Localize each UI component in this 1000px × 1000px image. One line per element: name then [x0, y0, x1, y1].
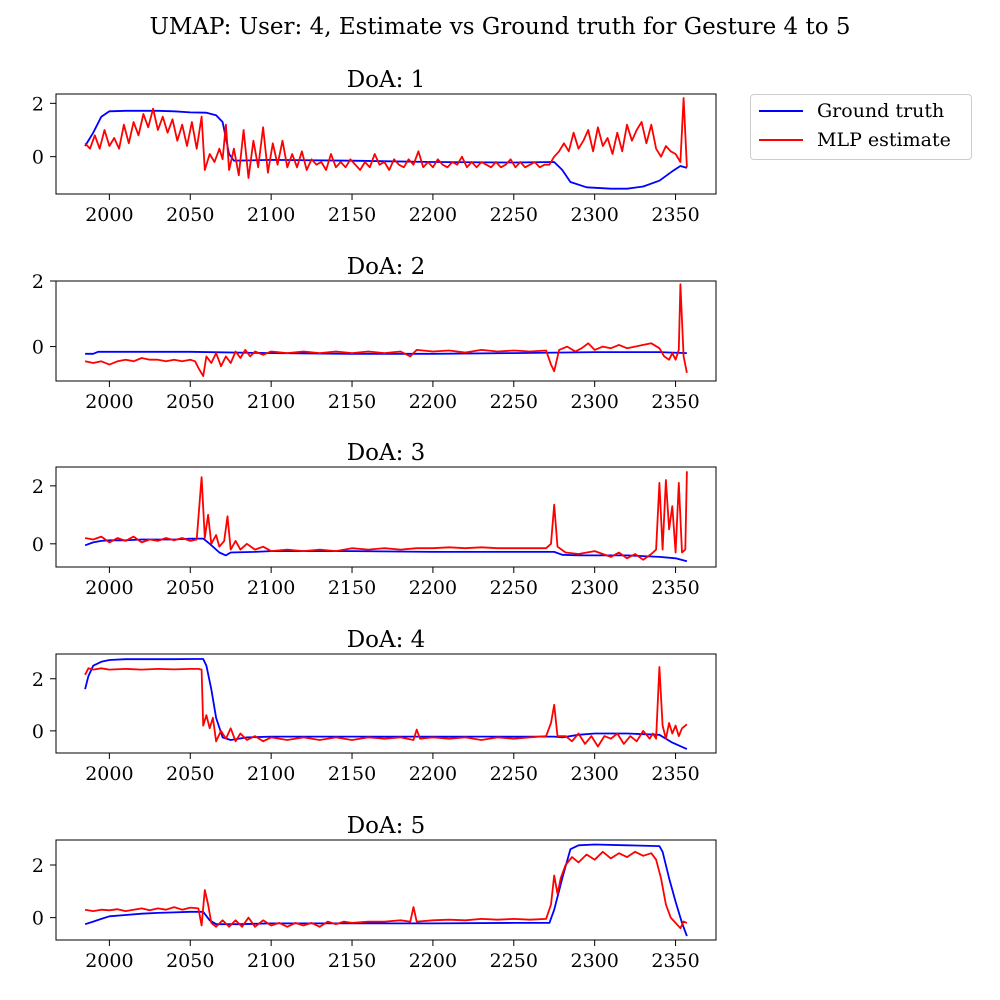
legend-swatch-ground-truth: [759, 110, 803, 112]
x-tick-label: 2300: [570, 763, 618, 785]
x-tick-label: 2150: [328, 391, 376, 413]
y-tick-label: 0: [32, 147, 44, 169]
x-tick-label: 2250: [490, 763, 538, 785]
figure-title: UMAP: User: 4, Estimate vs Ground truth …: [149, 14, 851, 40]
x-tick-label: 2250: [490, 950, 538, 972]
x-tick-label: 2050: [166, 763, 214, 785]
x-tick-label: 2350: [651, 763, 699, 785]
x-tick-label: 2150: [328, 204, 376, 226]
x-tick-label: 2200: [409, 763, 457, 785]
chart-title: DoA: 2: [347, 254, 426, 280]
x-tick-label: 2300: [570, 391, 618, 413]
y-tick-label: 2: [32, 271, 44, 293]
x-tick-label: 2350: [651, 950, 699, 972]
series-line-mlp-estimate: [84, 471, 688, 561]
x-tick-label: 2100: [247, 763, 295, 785]
series-line-mlp-estimate: [84, 97, 688, 179]
x-tick-label: 2100: [247, 950, 295, 972]
x-tick-label: 2100: [247, 391, 295, 413]
x-tick-label: 2050: [166, 204, 214, 226]
series-line-ground-truth: [84, 537, 688, 563]
x-tick-label: 2050: [166, 950, 214, 972]
x-tick-label: 2350: [651, 577, 699, 599]
x-tick-label: 2200: [409, 950, 457, 972]
x-tick-label: 2300: [570, 577, 618, 599]
x-tick-label: 2350: [651, 204, 699, 226]
x-tick-label: 2200: [409, 204, 457, 226]
x-tick-label: 2200: [409, 577, 457, 599]
x-tick-label: 2100: [247, 204, 295, 226]
x-tick-label: 2150: [328, 763, 376, 785]
chart-title: DoA: 1: [347, 67, 426, 93]
x-tick-label: 2000: [85, 204, 133, 226]
y-tick-label: 2: [32, 855, 44, 877]
x-tick-label: 2300: [570, 204, 618, 226]
series-line-ground-truth: [84, 658, 688, 750]
y-tick-label: 0: [32, 534, 44, 556]
chart-title: DoA: 3: [347, 440, 426, 466]
x-tick-label: 2000: [85, 763, 133, 785]
y-tick-label: 0: [32, 721, 44, 743]
x-tick-label: 2000: [85, 391, 133, 413]
chart-panel-3: DoA: 3 2000 2050 2100 2150 2200 2250 2300 2350 0 2: [32, 440, 717, 599]
plot-frame: [55, 839, 717, 941]
x-tick-label: 2250: [490, 204, 538, 226]
x-tick-label: 2150: [328, 577, 376, 599]
chart-panel-2: DoA: 2 2000 2050 2100 2150 2200 2250 2300 2350 0 2: [32, 254, 717, 413]
series-line-mlp-estimate: [84, 850, 688, 930]
series-line-ground-truth: [84, 843, 688, 937]
chart-title: DoA: 5: [347, 813, 426, 839]
chart-panel-4: DoA: 4 2000 2050 2100 2150 2200 2250 2300 2350 0 2: [32, 627, 717, 785]
y-tick-label: 0: [32, 337, 44, 359]
series-line-ground-truth: [84, 109, 688, 190]
y-tick-label: 2: [32, 669, 44, 691]
legend: Ground truth MLP estimate: [750, 94, 972, 160]
legend-label-mlp-estimate: MLP estimate: [817, 129, 951, 151]
plot-frame: [55, 653, 717, 754]
plot-frame: [55, 280, 717, 382]
series-line-mlp-estimate: [84, 666, 688, 748]
legend-label-ground-truth: Ground truth: [817, 100, 945, 122]
x-tick-label: 2150: [328, 950, 376, 972]
chart-panel-1: DoA: 1 2000 2050 2100 2150 2200 2250 2300 2350 0 2: [32, 67, 717, 226]
x-tick-label: 2100: [247, 577, 295, 599]
x-tick-label: 2050: [166, 577, 214, 599]
x-tick-label: 2300: [570, 950, 618, 972]
y-tick-label: 0: [32, 908, 44, 930]
x-tick-label: 2250: [490, 577, 538, 599]
legend-swatch-mlp-estimate: [759, 139, 803, 141]
y-tick-label: 2: [32, 93, 44, 115]
y-tick-label: 2: [32, 476, 44, 498]
legend-item-ground-truth: Ground truth: [759, 99, 944, 123]
x-tick-label: 2250: [490, 391, 538, 413]
x-tick-label: 2200: [409, 391, 457, 413]
plot-frame: [55, 93, 717, 195]
series-line-mlp-estimate: [84, 283, 688, 378]
chart-panel-5: DoA: 5 2000 2050 2100 2150 2200 2250 2300 2350 0 2: [32, 813, 717, 972]
x-tick-label: 2000: [85, 950, 133, 972]
x-tick-label: 2000: [85, 577, 133, 599]
chart-title: DoA: 4: [347, 627, 426, 653]
x-tick-label: 2050: [166, 391, 214, 413]
x-tick-label: 2350: [651, 391, 699, 413]
legend-item-mlp-estimate: MLP estimate: [759, 128, 951, 152]
plot-frame: [55, 466, 717, 568]
